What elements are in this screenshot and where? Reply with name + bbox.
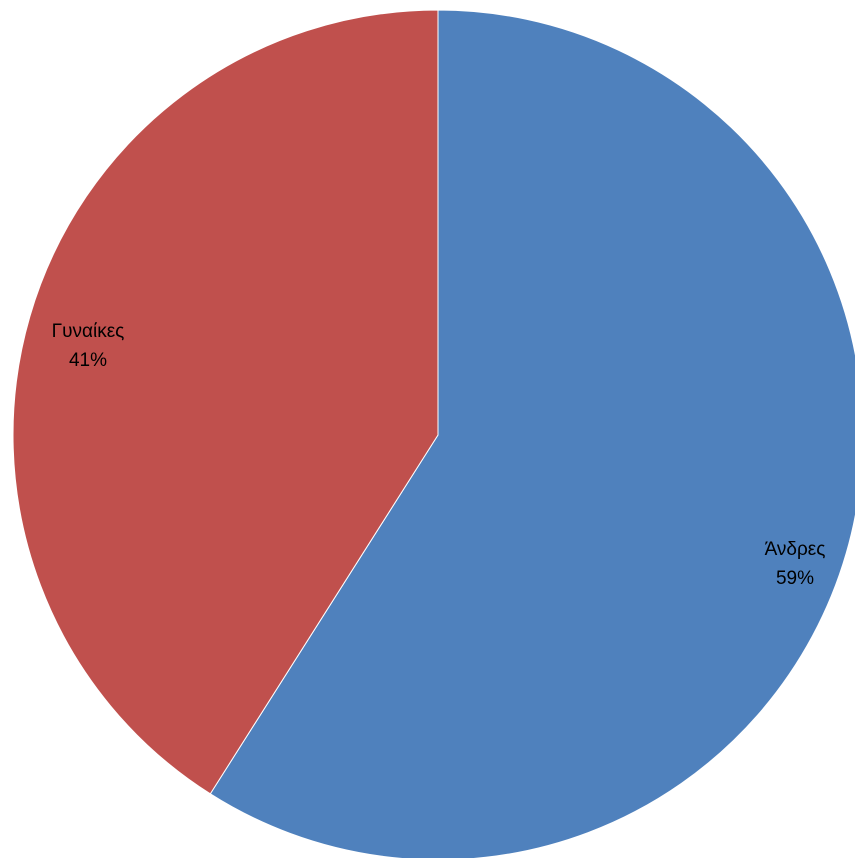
slice-gynaikes [12, 9, 439, 795]
slice-label-gynaikes: Γυναίκες [52, 321, 125, 342]
pie-slices [12, 9, 855, 858]
slice-label-andres: Άνδρες [765, 539, 826, 560]
slice-value-andres: 59% [776, 568, 814, 589]
slice-value-gynaikes: 41% [69, 350, 107, 371]
slice-andres [209, 9, 855, 858]
